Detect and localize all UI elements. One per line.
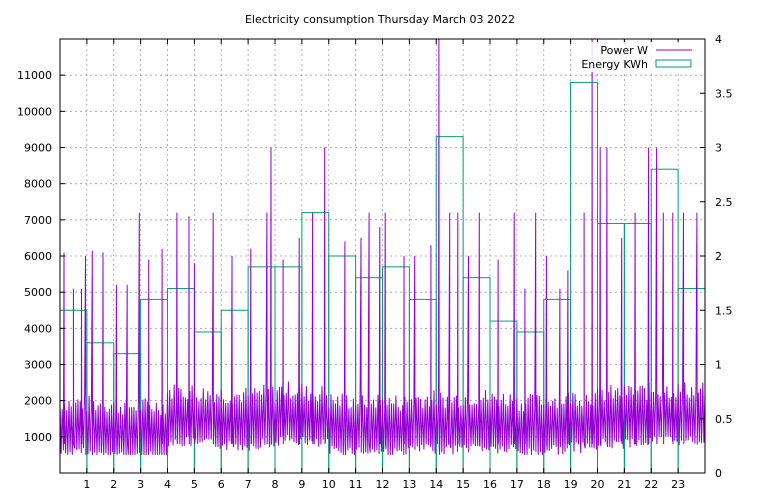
- energy-bar: [408, 298, 437, 474]
- x-tick-label: 10: [322, 478, 336, 491]
- y2-tick-label: 0: [715, 467, 722, 480]
- x-tick-label: 20: [591, 478, 605, 491]
- y-tick-label: 4000: [24, 322, 52, 335]
- y-tick-label: 7000: [24, 214, 52, 227]
- y2-tick-label: 2: [715, 250, 722, 263]
- y-tick-label: 5000: [24, 286, 52, 299]
- energy-bar: [543, 298, 572, 474]
- axes: 1 2 3 4 5 6 7 8 9 10 11 12 13 14 15 16 17 18 19 20 21 22 23100…: [17, 33, 733, 491]
- legend-label-power: Power W: [600, 44, 648, 57]
- y-tick-label: 8000: [24, 178, 52, 191]
- y2-tick-label: 4: [715, 33, 722, 46]
- x-tick-label: 23: [671, 478, 685, 491]
- x-tick-label: 7: [245, 478, 252, 491]
- x-tick-label: 8: [272, 478, 279, 491]
- energy-bar: [167, 288, 195, 474]
- y-tick-label: 3000: [24, 359, 52, 372]
- y-tick-label: 11000: [17, 69, 52, 82]
- legend-swatch-energy: [655, 59, 692, 68]
- x-tick-label: 17: [510, 478, 524, 491]
- y-tick-label: 9000: [24, 142, 52, 155]
- energy-bar: [274, 266, 303, 474]
- x-tick-label: 13: [402, 478, 416, 491]
- x-tick-label: 12: [376, 478, 390, 491]
- y2-tick-label: 0.5: [715, 413, 733, 426]
- y2-tick-label: 3: [715, 142, 722, 155]
- energy-bar: [220, 309, 249, 474]
- y-tick-label: 6000: [24, 250, 52, 263]
- x-tick-label: 2: [110, 478, 117, 491]
- x-tick-label: 6: [218, 478, 225, 491]
- y2-tick-label: 3.5: [715, 87, 733, 100]
- y-tick-label: 2000: [24, 395, 52, 408]
- plot-border: [59, 38, 706, 474]
- power-series: [59, 38, 706, 455]
- x-tick-label: 4: [164, 478, 171, 491]
- legend-label-energy: Energy KWh: [581, 58, 648, 71]
- x-tick-label: 16: [483, 478, 497, 491]
- y2-tick-label: 2.5: [715, 196, 733, 209]
- y-tick-label: 1000: [24, 431, 52, 444]
- x-tick-label: 9: [298, 478, 305, 491]
- x-tick-label: 15: [456, 478, 470, 491]
- x-tick-label: 22: [644, 478, 658, 491]
- y2-tick-label: 1.5: [715, 304, 733, 317]
- x-tick-label: 21: [617, 478, 631, 491]
- x-tick-label: 3: [137, 478, 144, 491]
- power-line: [59, 38, 706, 455]
- x-tick-label: 19: [564, 478, 578, 491]
- x-tick-label: 14: [429, 478, 443, 491]
- energy-bar: [462, 277, 491, 474]
- chart-title: Electricity consumption Thursday March 0…: [245, 13, 515, 26]
- legend: Power W Energy KWh: [576, 42, 700, 72]
- x-tick-label: 18: [537, 478, 551, 491]
- x-tick-label: 1: [83, 478, 90, 491]
- x-tick-label: 5: [191, 478, 198, 491]
- x-tick-label: 11: [349, 478, 363, 491]
- y-tick-label: 10000: [17, 105, 52, 118]
- y2-tick-label: 1: [715, 359, 722, 372]
